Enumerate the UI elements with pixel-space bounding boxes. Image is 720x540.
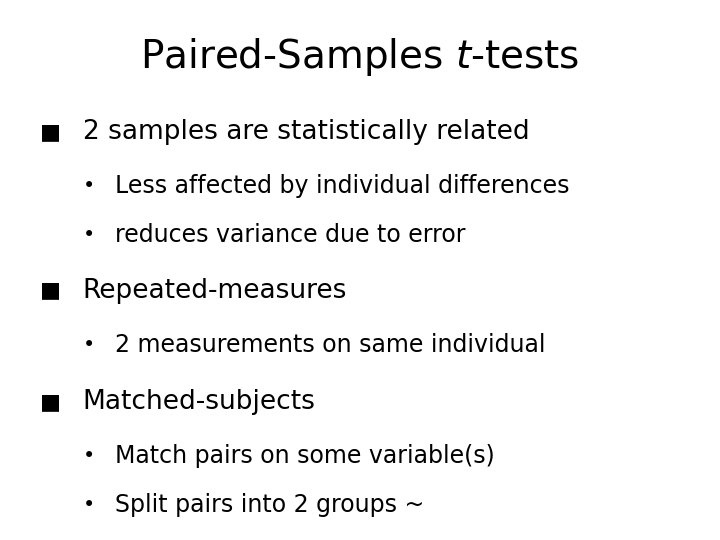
Text: 2 samples are statistically related: 2 samples are statistically related [83, 119, 529, 145]
Text: •: • [83, 495, 95, 515]
Text: ■: ■ [40, 122, 60, 143]
Text: •: • [83, 176, 95, 197]
Text: •: • [83, 225, 95, 245]
Text: ■: ■ [40, 392, 60, 413]
Text: Split pairs into 2 groups ~: Split pairs into 2 groups ~ [115, 493, 425, 517]
Text: Matched-subjects: Matched-subjects [83, 389, 315, 415]
Text: ■: ■ [40, 280, 60, 301]
Text: Paired-Samples $t$-tests: Paired-Samples $t$-tests [140, 36, 580, 78]
Text: 2 measurements on same individual: 2 measurements on same individual [115, 333, 546, 356]
Text: Match pairs on some variable(s): Match pairs on some variable(s) [115, 444, 495, 468]
Text: reduces variance due to error: reduces variance due to error [115, 223, 466, 247]
Text: •: • [83, 334, 95, 355]
Text: Repeated-measures: Repeated-measures [83, 278, 347, 303]
Text: •: • [83, 446, 95, 467]
Text: Less affected by individual differences: Less affected by individual differences [115, 174, 570, 198]
